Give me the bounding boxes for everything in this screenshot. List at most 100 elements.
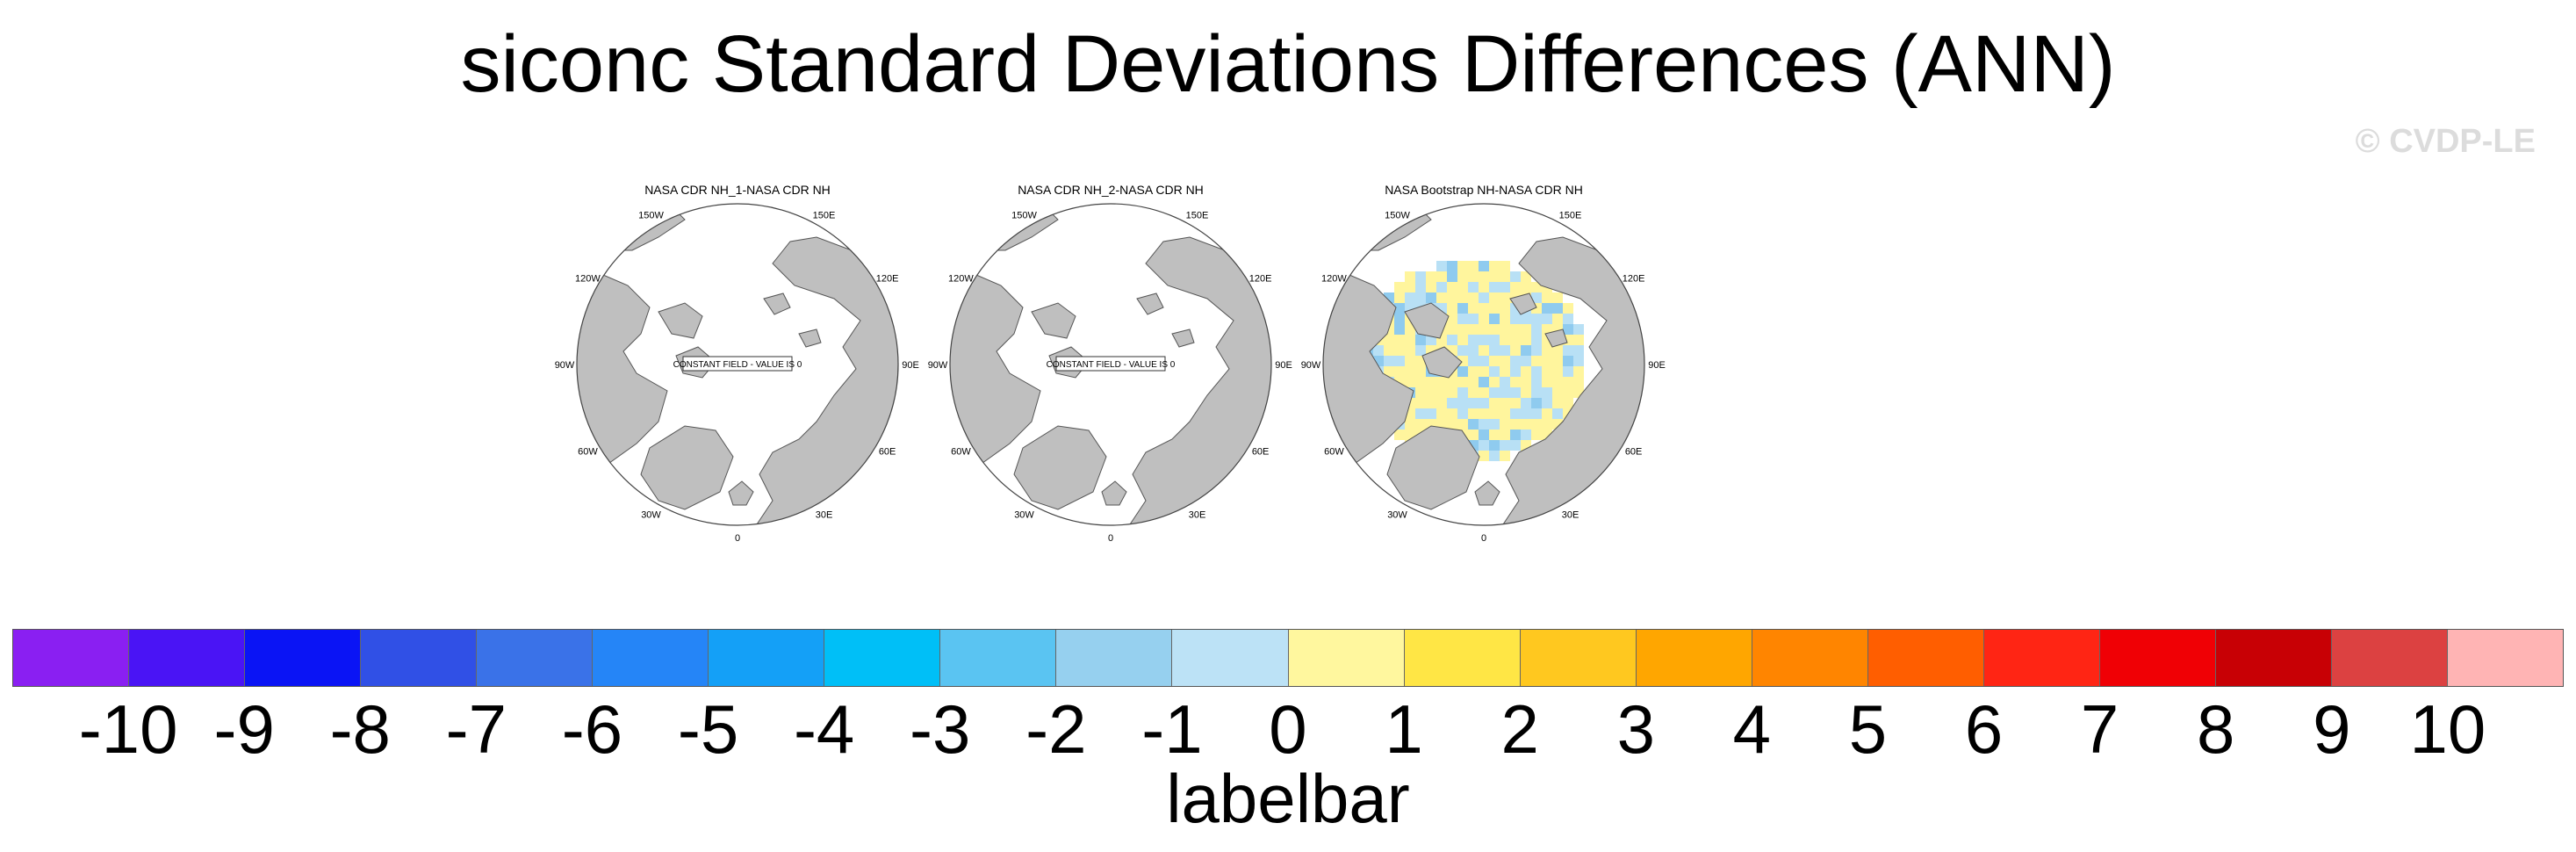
land-mass	[1421, 346, 1463, 379]
labelbar-swatch	[2215, 630, 2332, 686]
labelbar-tick: 10	[2409, 690, 2486, 768]
longitude-label: 90E	[1275, 360, 1292, 371]
longitude-label: 60E	[1625, 447, 1643, 458]
main-title: siconc Standard Deviations Differences (…	[460, 19, 2116, 109]
labelbar-tick: 9	[2313, 690, 2351, 768]
longitude-label: 90W	[928, 360, 948, 371]
labelbar-title: labelbar	[1166, 760, 1410, 837]
labelbar-swatch	[245, 630, 362, 686]
labelbar-swatch	[13, 630, 130, 686]
labelbar-swatch	[593, 630, 709, 686]
longitude-label: 30W	[1014, 510, 1034, 521]
map-content	[1323, 204, 1644, 525]
longitude-label: 120W	[948, 274, 974, 285]
longitude-label: 120E	[876, 274, 899, 285]
constant-field-note: CONSTANT FIELD - VALUE IS 0	[1047, 360, 1176, 370]
longitude-label: 60W	[1324, 447, 1344, 458]
labelbar-tick: -7	[445, 690, 507, 768]
land-mass	[763, 292, 791, 315]
labelbar-swatch	[1056, 630, 1173, 686]
longitude-label: 90E	[902, 360, 919, 371]
longitude-label: 150E	[1559, 210, 1582, 220]
longitude-label: 60W	[951, 447, 971, 458]
labelbar-tick: 4	[1732, 690, 1772, 768]
labelbar	[12, 629, 2564, 687]
polar-map: 180150E120E90E60E30E030W60W90W120W150W	[1301, 203, 1666, 544]
longitude-label: 30W	[1387, 510, 1407, 521]
labelbar-swatch	[129, 630, 246, 686]
longitude-label: 90W	[1301, 360, 1321, 371]
longitude-label: 60E	[1252, 447, 1270, 458]
land-mass	[658, 302, 703, 339]
land-mass	[1171, 329, 1195, 348]
labelbar-swatch	[1752, 630, 1868, 686]
map-content	[950, 204, 1271, 525]
panel-title: NASA CDR NH_2-NASA CDR NH	[1018, 183, 1204, 197]
land-mass	[1386, 425, 1480, 510]
land-mass	[1031, 302, 1076, 339]
constant-field-box	[682, 356, 793, 372]
longitude-label: 90E	[1648, 360, 1666, 371]
land-mass	[1101, 480, 1127, 506]
longitude-label: 60W	[578, 447, 598, 458]
map-boundary	[949, 203, 1272, 526]
labelbar-swatch	[1636, 630, 1752, 686]
labelbar-swatch	[940, 630, 1057, 686]
map-boundary	[576, 203, 899, 526]
labelbar-swatch	[361, 630, 478, 686]
labelbar-tick: 7	[2080, 690, 2119, 768]
labelbar-tick: 8	[2197, 690, 2235, 768]
constant-field-box	[1055, 356, 1166, 372]
labelbar-tick: 0	[1269, 690, 1307, 768]
longitude-label: 30E	[1189, 510, 1206, 521]
longitude-label: 150E	[1186, 210, 1209, 220]
labelbar-tick: -10	[78, 690, 178, 768]
labelbar-tick: -8	[329, 690, 391, 768]
labelbar-tick: -9	[213, 690, 275, 768]
land-mass	[640, 425, 734, 510]
longitude-label: 150E	[813, 210, 836, 220]
longitude-label: 150W	[638, 210, 664, 220]
labelbar-swatch	[2099, 630, 2216, 686]
labelbar-tick: -4	[793, 690, 855, 768]
longitude-label: 30E	[816, 510, 833, 521]
map-content	[577, 204, 898, 525]
longitude-label: 0	[1481, 533, 1486, 544]
labelbar-tick: -6	[561, 690, 623, 768]
land-mass	[1013, 425, 1107, 510]
constant-field-note: CONSTANT FIELD - VALUE IS 0	[673, 360, 802, 370]
longitude-label: 90W	[555, 360, 575, 371]
labelbar-tick: 5	[1848, 690, 1888, 768]
labelbar-swatch	[709, 630, 825, 686]
labelbar-swatch	[1867, 630, 1984, 686]
panel-title: NASA Bootstrap NH-NASA CDR NH	[1385, 183, 1583, 197]
labelbar-swatch	[1404, 630, 1521, 686]
labelbar-tick: 3	[1616, 690, 1655, 768]
longitude-label: 60E	[879, 447, 896, 458]
labelbar-tick: -5	[677, 690, 739, 768]
labelbar-tick: 2	[1500, 690, 1539, 768]
labelbar-swatch	[1288, 630, 1405, 686]
longitude-label: 150W	[1011, 210, 1037, 220]
land-mass	[728, 480, 754, 506]
longitude-label: 120W	[575, 274, 601, 285]
labelbar-swatch	[1520, 630, 1637, 686]
labelbar-swatch	[2331, 630, 2448, 686]
land-mass	[1474, 480, 1500, 506]
land-mass	[1404, 302, 1450, 339]
panel-title: NASA CDR NH_1-NASA CDR NH	[644, 183, 831, 197]
labelbar-swatch	[477, 630, 594, 686]
labelbar-swatch	[824, 630, 941, 686]
polar-map: 180150E120E90E60E30E030W60W90W120W150WCO…	[928, 203, 1292, 544]
map-panel: NASA CDR NH_1-NASA CDR NH180150E120E90E6…	[553, 176, 922, 562]
labelbar-tick: 6	[1964, 690, 2004, 768]
labelbar-tick: -3	[910, 690, 971, 768]
longitude-label: 0	[735, 533, 740, 544]
longitude-label: 0	[1108, 533, 1113, 544]
labelbar-tick: 1	[1385, 690, 1423, 768]
longitude-label: 150W	[1385, 210, 1410, 220]
map-panel: NASA CDR NH_2-NASA CDR NH180150E120E90E6…	[926, 176, 1295, 562]
longitude-label: 120W	[1321, 274, 1347, 285]
land-mass	[1544, 329, 1568, 348]
labelbar-tick: -2	[1025, 690, 1087, 768]
